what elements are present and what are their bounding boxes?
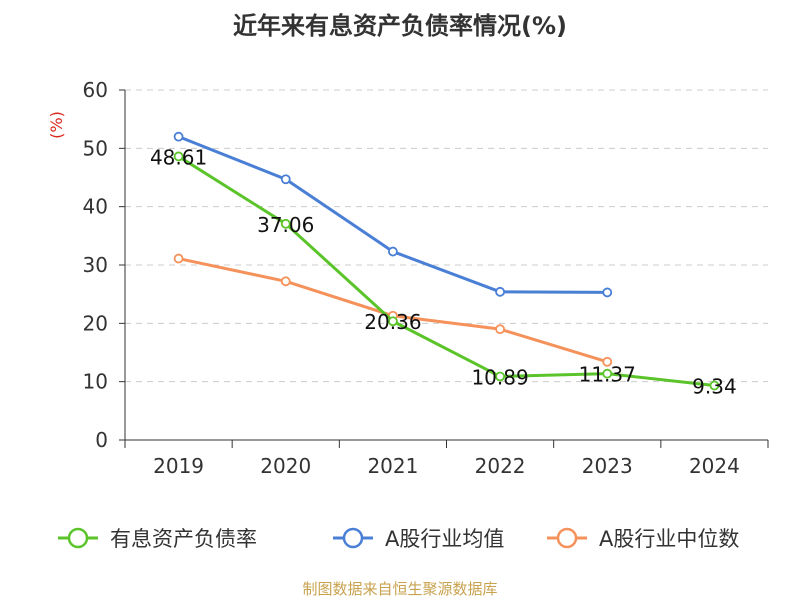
data-point xyxy=(388,246,398,257)
series-line xyxy=(177,155,715,388)
x-tick-label: 2021 xyxy=(367,454,418,478)
data-source-note: 制图数据来自恒生聚源数据库 xyxy=(302,580,498,598)
data-label: 20.36 xyxy=(364,310,421,334)
data-point xyxy=(602,356,613,367)
y-axis-label: (%) xyxy=(47,111,66,139)
data-point xyxy=(173,151,184,162)
legend-swatch-marker xyxy=(67,527,89,549)
data-point xyxy=(495,324,505,335)
legend-label: A股行业中位数 xyxy=(599,527,739,551)
chart-title: 近年来有息资产负债率情况(%) xyxy=(233,12,567,40)
series-line xyxy=(178,135,608,294)
data-point xyxy=(709,380,720,391)
data-label: 11.37 xyxy=(579,363,636,387)
data-point xyxy=(173,253,184,264)
legend-label: A股行业均值 xyxy=(385,527,504,551)
y-tick-label: 60 xyxy=(83,78,108,102)
data-point xyxy=(173,131,184,142)
data-point xyxy=(495,371,505,382)
x-tick-label: 2023 xyxy=(582,454,633,478)
y-tick-label: 0 xyxy=(95,428,108,452)
x-tick-label: 2024 xyxy=(689,454,740,478)
data-point xyxy=(280,218,291,229)
data-label: 9.34 xyxy=(692,375,737,399)
x-tick-label: 2020 xyxy=(260,454,311,478)
data-point xyxy=(280,174,291,185)
x-tick-label: 2022 xyxy=(475,454,526,478)
y-tick-label: 40 xyxy=(83,195,108,219)
legend-swatch-marker xyxy=(342,527,364,549)
data-label: 48.61 xyxy=(150,145,207,169)
legend-label: 有息资产负债率 xyxy=(110,527,257,551)
legend-swatch-marker xyxy=(556,527,578,549)
data-point xyxy=(602,287,613,298)
x-tick-label: 2019 xyxy=(153,454,204,478)
y-tick-label: 10 xyxy=(83,370,108,394)
data-label: 37.06 xyxy=(257,213,314,237)
y-tick-label: 50 xyxy=(83,136,108,160)
y-tick-label: 30 xyxy=(83,253,108,277)
data-point xyxy=(495,286,505,297)
data-point xyxy=(280,276,291,287)
data-point xyxy=(602,368,613,379)
y-tick-label: 20 xyxy=(83,311,108,335)
data-label: 10.89 xyxy=(471,365,528,389)
data-point xyxy=(388,316,398,327)
